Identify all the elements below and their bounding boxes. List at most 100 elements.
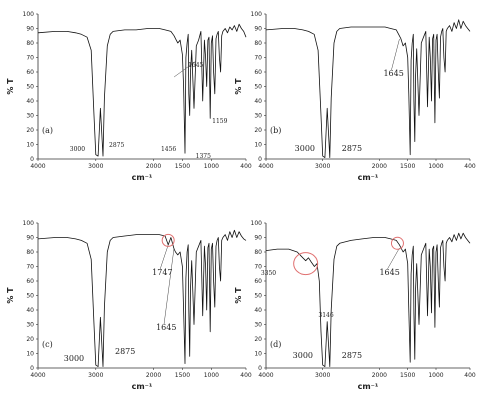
y-tick-label: 80: [26, 40, 34, 47]
peak-annotation-1645: 1645: [156, 323, 176, 332]
panel-label: (c): [42, 340, 53, 349]
peak-annotation-1645: 1645: [188, 62, 203, 69]
x-tick-label: 4000: [30, 163, 45, 170]
y-tick-label: 90: [26, 235, 34, 242]
y-tick-label: 60: [26, 278, 34, 285]
y-axis-label: % T: [234, 287, 243, 304]
peak-annotation-3000: 3000: [293, 351, 313, 360]
spectrum-panel-a: 0 10 20 30 40 50 60 70 80 90 100 4000 3000 2000 1500 10…: [6, 11, 252, 182]
peak-annotation-2875: 2875: [342, 144, 362, 153]
x-tick-label: 4000: [30, 372, 45, 379]
annotation-leader: [159, 244, 169, 270]
y-tick-label: 10: [254, 142, 262, 149]
y-axis-label: % T: [6, 287, 15, 304]
y-tick-label: 100: [251, 11, 263, 18]
x-tick-label: 400: [464, 372, 476, 379]
x-tick-label: 1500: [175, 372, 190, 379]
y-tick-label: 0: [30, 365, 34, 372]
spectrum-line: [265, 19, 471, 158]
panel-label: (a): [42, 126, 53, 135]
x-tick-label: 3000: [315, 372, 330, 379]
y-tick-label: 100: [23, 220, 35, 227]
x-tick-label: 2000: [372, 372, 387, 379]
y-tick-label: 90: [26, 26, 34, 33]
peak-annotation-3146: 3146: [318, 312, 333, 319]
x-tick-label: 1000: [204, 163, 219, 170]
annotation-leader: [163, 247, 175, 325]
y-tick-label: 100: [23, 11, 35, 18]
peak-annotation-2875: 2875: [115, 347, 135, 356]
y-tick-label: 40: [254, 98, 262, 105]
peak-annotation-3350: 3350: [261, 270, 276, 277]
spectrum-line: [37, 229, 247, 367]
peak-annotation-3000: 3000: [70, 146, 85, 153]
peak-annotation-1747: 1747: [152, 268, 172, 277]
x-tick-label: 1500: [400, 163, 415, 170]
y-tick-label: 10: [26, 351, 34, 358]
peak-annotation-1456: 1456: [161, 146, 176, 153]
y-tick-label: 20: [26, 336, 34, 343]
x-tick-label: 1000: [204, 372, 219, 379]
annotation-leader: [391, 38, 400, 71]
y-tick-label: 20: [254, 336, 262, 343]
peak-annotation-1375: 1375: [196, 153, 211, 160]
x-axis-label: cm⁻¹: [132, 382, 153, 391]
x-tick-label: 2000: [372, 163, 387, 170]
x-tick-label: 400: [240, 163, 252, 170]
x-axis-label: cm⁻¹: [132, 173, 153, 182]
spectrum-line: [265, 232, 471, 367]
y-tick-label: 50: [26, 293, 34, 300]
y-tick-label: 10: [26, 142, 34, 149]
y-axis-label: % T: [234, 78, 243, 95]
highlight-circle: [293, 252, 319, 276]
y-tick-label: 90: [254, 26, 262, 33]
y-tick-label: 60: [254, 278, 262, 285]
x-tick-label: 1000: [428, 163, 443, 170]
y-tick-label: 90: [254, 235, 262, 242]
x-tick-label: 400: [464, 163, 476, 170]
y-tick-label: 70: [26, 264, 34, 271]
peak-annotation-3000: 3000: [295, 144, 315, 153]
annotation-leader: [173, 60, 197, 78]
x-tick-label: 1500: [400, 372, 415, 379]
y-tick-label: 20: [26, 127, 34, 134]
panel-label: (b): [270, 126, 281, 135]
x-tick-label: 2000: [146, 372, 161, 379]
y-tick-label: 20: [254, 127, 262, 134]
y-tick-label: 30: [26, 113, 34, 120]
x-tick-label: 4000: [258, 372, 273, 379]
x-axis-label: cm⁻¹: [358, 173, 379, 182]
y-tick-label: 70: [254, 55, 262, 62]
y-tick-label: 0: [258, 156, 262, 163]
y-tick-label: 40: [26, 98, 34, 105]
y-tick-label: 80: [254, 40, 262, 47]
x-tick-label: 3000: [88, 163, 103, 170]
annotation-leader: [387, 247, 400, 270]
y-tick-label: 70: [254, 264, 262, 271]
peak-annotation-2875: 2875: [109, 142, 124, 149]
highlight-circle: [390, 236, 404, 250]
y-tick-label: 40: [254, 307, 262, 314]
peak-annotation-1645: 1645: [383, 69, 403, 78]
x-axis-label: cm⁻¹: [358, 382, 379, 391]
x-tick-label: 400: [240, 372, 252, 379]
y-tick-label: 80: [26, 249, 34, 256]
x-tick-label: 3000: [88, 372, 103, 379]
y-tick-label: 60: [26, 69, 34, 76]
y-axis-label: % T: [6, 78, 15, 95]
peak-annotation-1159: 1159: [212, 118, 227, 125]
y-tick-label: 40: [26, 307, 34, 314]
y-tick-label: 100: [251, 220, 263, 227]
spectrum-panel-c: 0 10 20 30 40 50 60 70 80 90 100 4000 3000 2000 1500 10…: [6, 220, 252, 391]
peak-annotation-1645: 1645: [379, 268, 399, 277]
y-tick-label: 50: [26, 84, 34, 91]
y-tick-label: 50: [254, 293, 262, 300]
y-tick-label: 50: [254, 84, 262, 91]
spectrum-line: [37, 23, 247, 157]
highlight-circle: [161, 233, 175, 247]
peak-annotation-3000: 3000: [64, 354, 84, 363]
x-tick-label: 1000: [428, 372, 443, 379]
y-tick-label: 10: [254, 351, 262, 358]
